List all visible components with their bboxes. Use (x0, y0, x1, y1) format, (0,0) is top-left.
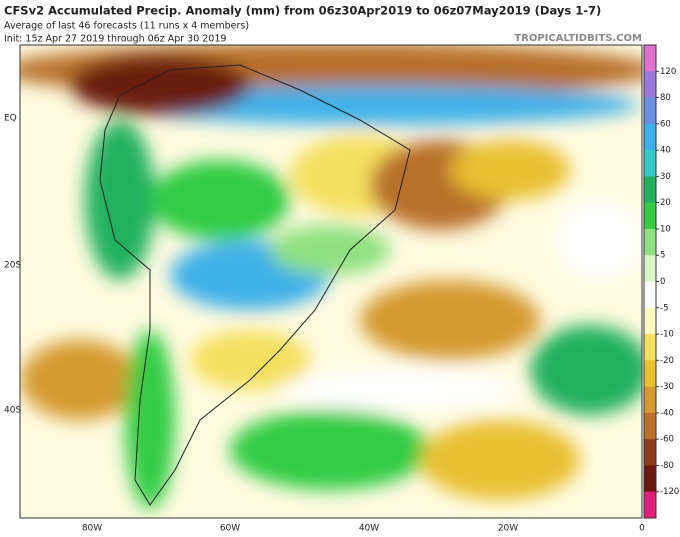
colorbar-label: 0 (660, 277, 665, 287)
colorbar-label: -10 (660, 330, 674, 340)
colorbar-swatch (644, 71, 656, 99)
colorbar-label: 80 (660, 93, 671, 103)
init-time: Init: 15z Apr 27 2019 through 06z Apr 30… (4, 34, 226, 45)
colorbar-label: 40 (660, 146, 671, 156)
lat-label: EQ (4, 114, 17, 124)
colorbar-label: 10 (660, 224, 671, 234)
lon-label: 40W (359, 524, 379, 534)
colorbar-swatch (644, 255, 656, 282)
colorbar-label: 60 (660, 119, 671, 129)
colorbar: 120 80 60 40 30 20 10 5 0 -5 -10 -20 -30 -40 -60 -80 -12… (643, 44, 679, 519)
lon-label: 80W (82, 524, 102, 534)
colorbar-label: 5 (660, 251, 665, 261)
colorbar-swatch (644, 412, 656, 440)
colorbar-frame (643, 44, 657, 519)
colorbar-swatch (644, 439, 656, 466)
colorbar-swatch (644, 465, 656, 493)
colorbar-label: -120 (660, 487, 679, 497)
colorbar-swatch (644, 176, 656, 204)
map (20, 45, 642, 518)
colorbar-label: -60 (660, 435, 674, 445)
lat-label: 40S (4, 406, 21, 416)
colorbar-swatch (644, 150, 656, 177)
colorbar-swatch (644, 97, 656, 125)
colorbar-label: -5 (660, 303, 668, 313)
colorbar-label: -20 (660, 356, 674, 366)
colorbar-label: -30 (660, 382, 674, 392)
title: CFSv2 Accumulated Precip. Anomaly (mm) f… (4, 4, 601, 18)
colorbar-swatch (644, 45, 656, 72)
lon-label: 60W (220, 524, 240, 534)
colorbar-label: 30 (660, 172, 671, 182)
colorbar-swatch (644, 202, 656, 230)
colorbar-swatch (644, 228, 656, 256)
subtitle: Average of last 46 forecasts (11 runs x … (4, 21, 249, 32)
colorbar-swatch (644, 386, 656, 414)
lon-label: 0 (639, 524, 645, 534)
colorbar-label: 120 (660, 67, 676, 77)
colorbar-swatch (644, 334, 656, 361)
colorbar-swatch (644, 491, 656, 519)
colorbar-label: -80 (660, 461, 674, 471)
colorbar-label: -40 (660, 408, 674, 418)
colorbar-swatch (644, 307, 656, 335)
colorbar-swatch (644, 281, 656, 309)
source: TROPICALTIDBITS.COM (514, 33, 642, 44)
map-frame (19, 44, 643, 519)
colorbar-swatch (644, 360, 656, 388)
colorbar-swatch (644, 123, 656, 151)
lon-label: 20W (498, 524, 518, 534)
lat-label: 20S (4, 261, 21, 271)
colorbar-label: 20 (660, 198, 671, 208)
